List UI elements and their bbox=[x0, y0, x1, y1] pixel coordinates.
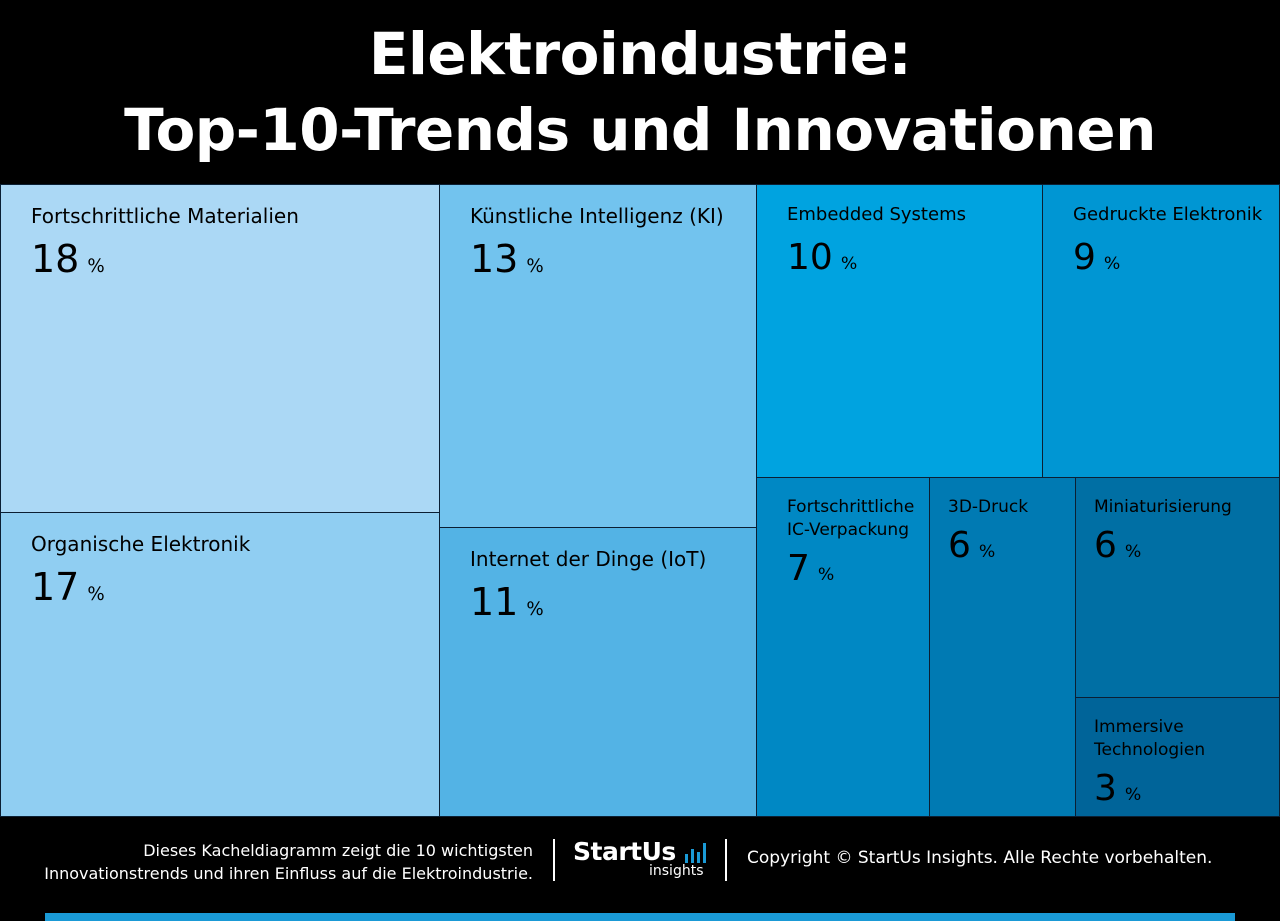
treemap: Fortschrittliche Materialien 18% Organisch… bbox=[0, 184, 1280, 817]
treemap-tile: Immersive Technologien 3% bbox=[1075, 697, 1280, 817]
divider-right bbox=[725, 839, 727, 881]
tile-value-unit: % bbox=[87, 256, 105, 277]
treemap-tile: Internet der Dinge (IoT) 11% bbox=[439, 527, 757, 817]
tile-value-number: 17 bbox=[31, 565, 80, 609]
tile-value-number: 10 bbox=[787, 237, 833, 278]
tile-label: Künstliche Intelligenz (KI) bbox=[470, 204, 724, 228]
tile-label: Internet der Dinge (IoT) bbox=[470, 547, 707, 571]
footer: Dieses Kacheldiagramm zeigt die 10 wicht… bbox=[0, 817, 1280, 921]
tile-value-number: 18 bbox=[31, 237, 80, 281]
logo-subtitle: insights bbox=[649, 863, 704, 879]
tile-label: Fortschrittliche Materialien bbox=[31, 204, 299, 228]
tile-value: 3% bbox=[1094, 768, 1141, 809]
tile-value-number: 13 bbox=[470, 237, 519, 281]
tile-value-number: 6 bbox=[948, 525, 971, 566]
tile-label: Immersive Technologien bbox=[1094, 717, 1206, 760]
tile-value-unit: % bbox=[1124, 542, 1142, 562]
tile-value-unit: % bbox=[840, 254, 858, 274]
chart-title: Elektroindustrie: Top-10-Trends und Inno… bbox=[0, 0, 1280, 184]
treemap-tile: Embedded Systems 10% bbox=[756, 184, 1043, 478]
tile-value-number: 11 bbox=[470, 580, 519, 624]
treemap-tile: Gedruckte Elektronik 9% bbox=[1042, 184, 1280, 478]
treemap-tile: Fortschrittliche IC-Verpackung 7% bbox=[756, 477, 930, 817]
tile-value-unit: % bbox=[87, 584, 105, 605]
divider-left bbox=[553, 839, 555, 881]
tile-value-unit: % bbox=[526, 256, 544, 277]
tile-value: 17% bbox=[31, 565, 105, 609]
copyright-notice: Copyright © StartUs Insights. Alle Recht… bbox=[747, 848, 1213, 868]
tile-value: 10% bbox=[787, 237, 857, 278]
tile-label: Fortschrittliche IC-Verpackung bbox=[787, 497, 915, 540]
treemap-tile: Künstliche Intelligenz (KI) 13% bbox=[439, 184, 757, 528]
logo-wordmark: StartUs bbox=[573, 837, 676, 866]
tile-value: 18% bbox=[31, 237, 105, 281]
tile-value-unit: % bbox=[817, 565, 835, 585]
tile-value: 13% bbox=[470, 237, 544, 281]
tile-value-unit: % bbox=[1103, 254, 1121, 274]
treemap-tile: 3D-Druck 6% bbox=[929, 477, 1076, 817]
tile-label: Gedruckte Elektronik bbox=[1073, 204, 1263, 225]
tile-label: Miniaturisierung bbox=[1094, 497, 1232, 517]
tile-value-unit: % bbox=[526, 599, 544, 620]
tile-value-unit: % bbox=[1124, 785, 1142, 805]
bar-chart-icon bbox=[685, 843, 707, 863]
tile-value-number: 6 bbox=[1094, 525, 1117, 566]
tile-value: 7% bbox=[787, 548, 834, 589]
title-line-2: Top-10-Trends und Innovationen bbox=[124, 96, 1156, 164]
title-line-1: Elektroindustrie: bbox=[368, 20, 912, 88]
tile-value-number: 3 bbox=[1094, 768, 1117, 809]
tile-value: 11% bbox=[470, 580, 544, 624]
treemap-tile: Fortschrittliche Materialien 18% bbox=[0, 184, 440, 513]
treemap-tile: Miniaturisierung 6% bbox=[1075, 477, 1280, 698]
description-line-1: Dieses Kacheldiagramm zeigt die 10 wicht… bbox=[143, 841, 533, 860]
tile-label: Embedded Systems bbox=[787, 204, 966, 225]
tile-value: 9% bbox=[1073, 237, 1120, 278]
tile-label: Organische Elektronik bbox=[31, 532, 251, 556]
tile-value-number: 9 bbox=[1073, 237, 1096, 278]
treemap-tile: Organische Elektronik 17% bbox=[0, 512, 440, 817]
tile-value: 6% bbox=[1094, 525, 1141, 566]
startus-logo: StartUs insights bbox=[573, 837, 713, 887]
accent-bar bbox=[45, 913, 1235, 921]
tile-value: 6% bbox=[948, 525, 995, 566]
chart-description: Dieses Kacheldiagramm zeigt die 10 wicht… bbox=[13, 839, 533, 885]
tile-value-number: 7 bbox=[787, 548, 810, 589]
tile-value-unit: % bbox=[978, 542, 996, 562]
description-line-2: Innovationstrends und ihren Einfluss auf… bbox=[44, 864, 533, 883]
tile-label: 3D-Druck bbox=[948, 497, 1029, 517]
